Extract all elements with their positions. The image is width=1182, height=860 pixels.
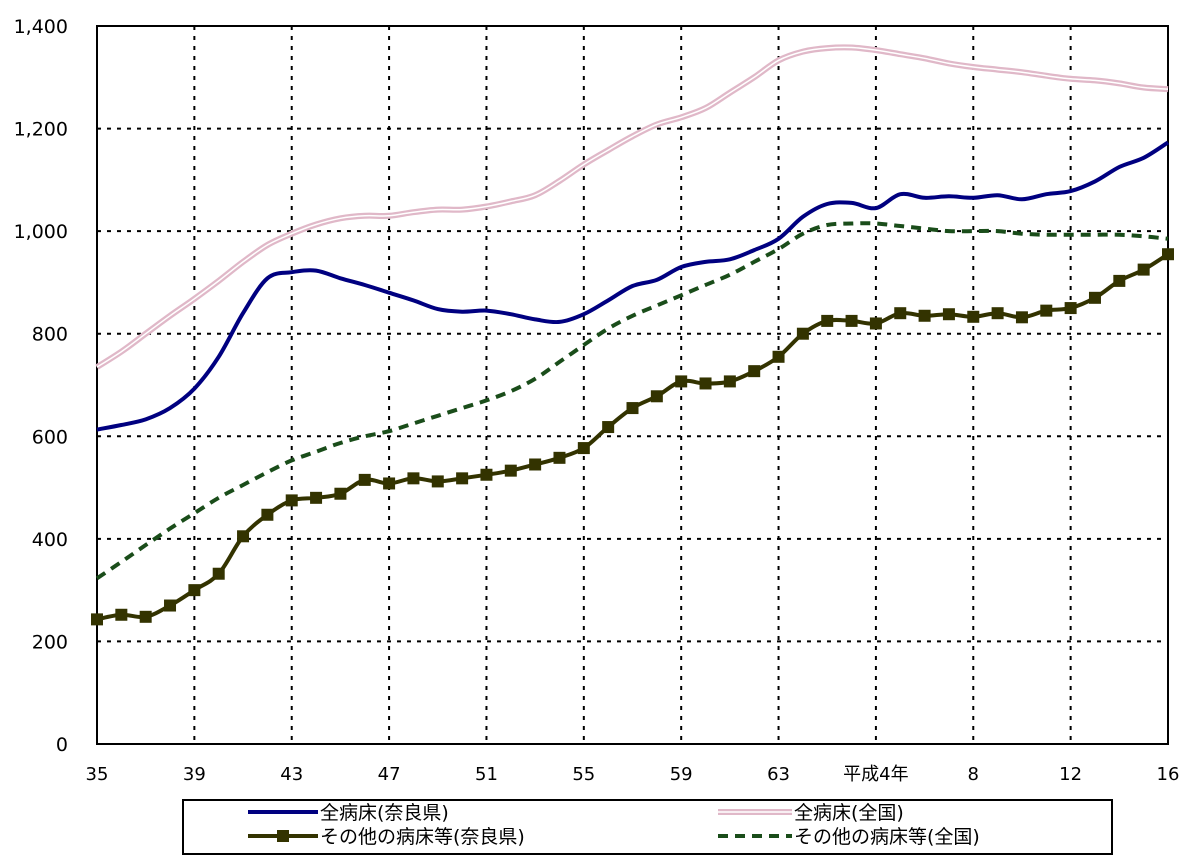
x-tick-label: 59 <box>670 764 693 785</box>
legend-box <box>182 799 1113 855</box>
series-marker <box>869 317 882 330</box>
series-marker <box>821 314 834 327</box>
series-marker <box>91 613 103 626</box>
series-marker <box>602 421 615 434</box>
x-axis-ticks: 35 39 43 47 51 55 59 63 平成4年 8 12 16 <box>86 764 1180 785</box>
x-tick-label: 47 <box>378 764 401 785</box>
series-marker <box>212 567 225 580</box>
series-marker <box>310 491 323 504</box>
series-marker <box>285 494 298 507</box>
legend-label: その他の病床等(全国) <box>794 826 980 848</box>
series-marker <box>650 390 663 403</box>
series-marker <box>723 375 736 388</box>
series-marker <box>1113 274 1126 287</box>
series-marker <box>796 327 809 340</box>
series-marker <box>456 472 469 485</box>
y-tick-label: 200 <box>32 631 68 653</box>
y-tick-label: 1,200 <box>14 119 68 141</box>
y-tick-label: 800 <box>32 324 68 346</box>
y-tick-label: 1,400 <box>14 16 68 38</box>
series-marker <box>407 472 420 485</box>
series-marker <box>1064 302 1077 315</box>
series-marker <box>431 475 444 488</box>
legend-label: その他の病床等(奈良県) <box>320 826 525 848</box>
legend: 全病床(奈良県) 全病床(全国) その他の病床等(奈良県) その他の病床等(全国) <box>182 799 1113 855</box>
series-line-1 <box>95 44 1169 370</box>
series-marker <box>188 584 201 597</box>
series-marker <box>115 608 128 621</box>
x-tick-label: 55 <box>572 764 595 785</box>
series-marker <box>504 464 517 477</box>
series-marker <box>164 599 177 612</box>
series-marker <box>1015 311 1028 324</box>
series-marker <box>1162 248 1174 261</box>
y-tick-label: 400 <box>32 529 68 551</box>
legend-marker <box>277 830 289 842</box>
series-marker <box>748 365 761 378</box>
x-tick-label: 平成4年 <box>843 764 908 785</box>
x-tick-label: 63 <box>767 764 790 785</box>
series-marker <box>942 308 955 321</box>
series-marker <box>1040 304 1053 317</box>
series-marker <box>577 442 590 455</box>
legend-label: 全病床(全国) <box>794 802 904 824</box>
x-tick-label: 43 <box>280 764 303 785</box>
series-marker <box>991 307 1004 320</box>
series-marker <box>553 451 566 464</box>
series-marker <box>967 310 980 323</box>
y-axis-ticks: 0 200 400 600 800 1,000 1,200 1,400 <box>14 16 68 756</box>
x-tick-label: 12 <box>1059 764 1082 785</box>
plot-area-border <box>96 25 1169 745</box>
series-marker <box>1137 263 1150 276</box>
series-lines <box>91 44 1174 626</box>
plot-frame <box>96 25 1169 745</box>
x-tick-label: 39 <box>183 764 206 785</box>
legend-label: 全病床(奈良県) <box>320 802 449 824</box>
series-marker <box>699 377 712 390</box>
x-tick-label: 8 <box>968 764 979 785</box>
series-marker <box>334 487 347 500</box>
series-marker <box>894 307 907 320</box>
y-tick-label: 600 <box>32 426 68 448</box>
series-marker <box>626 402 639 415</box>
series-marker <box>139 610 152 623</box>
x-tick-label: 51 <box>475 764 498 785</box>
series-line-3 <box>95 221 1169 580</box>
series-marker <box>261 508 274 521</box>
series-marker <box>480 468 493 481</box>
y-tick-label: 1,000 <box>14 221 68 243</box>
series-marker <box>383 477 396 490</box>
series-line-1-inner <box>96 46 1169 368</box>
y-tick-label: 0 <box>56 734 68 756</box>
series-marker <box>845 314 858 327</box>
series-marker <box>918 309 931 322</box>
series-marker <box>358 473 371 486</box>
series-marker <box>1088 291 1101 304</box>
series-marker <box>772 350 785 363</box>
series-marker <box>529 458 542 471</box>
x-tick-label: 16 <box>1157 764 1180 785</box>
x-tick-label: 35 <box>86 764 109 785</box>
grid-lines <box>97 26 1168 744</box>
series-marker <box>237 530 250 543</box>
series-marker <box>675 375 688 388</box>
series-line-0 <box>96 140 1170 432</box>
